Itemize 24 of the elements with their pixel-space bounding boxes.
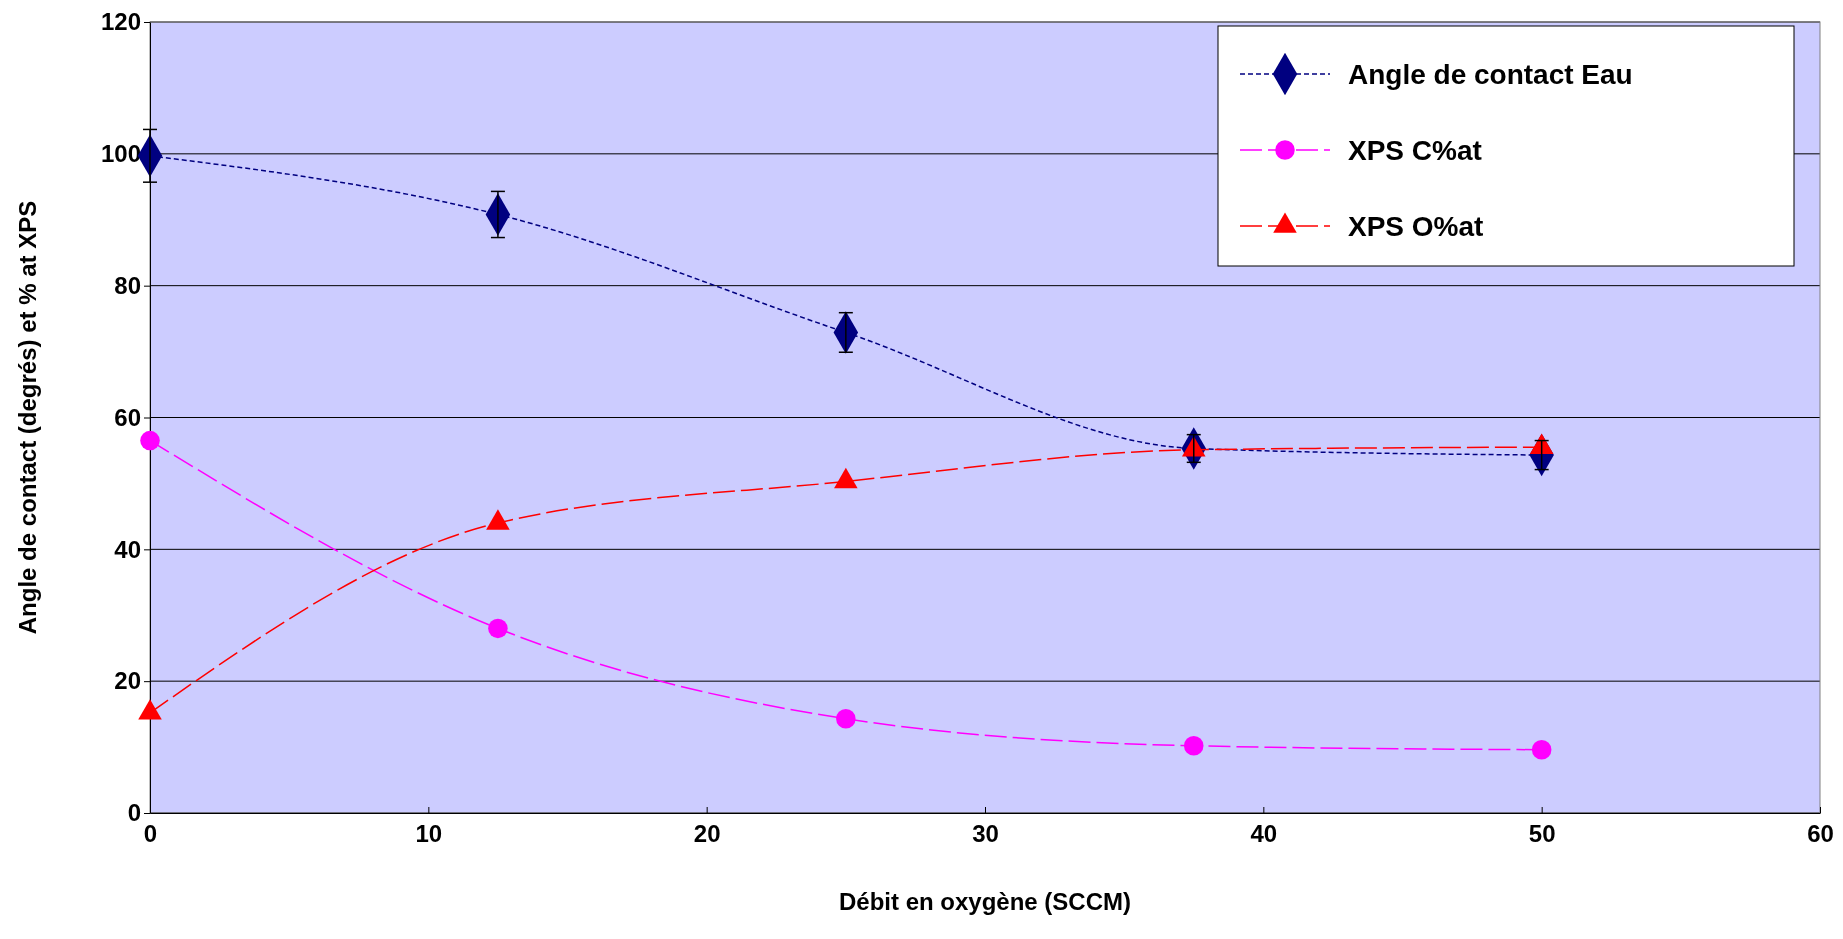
x-tick-label: 40: [1250, 820, 1278, 848]
x-tick-label: 10: [415, 820, 443, 848]
legend-label: Angle de contact Eau: [1348, 58, 1633, 90]
x-axis-title: Débit en oxygène (SCCM): [838, 888, 1132, 915]
point: [1531, 739, 1552, 760]
point: [1183, 736, 1204, 756]
legend-label: XPS C%at: [1348, 134, 1482, 166]
point: [488, 618, 508, 639]
point: [836, 708, 856, 729]
y-tick-label: 120: [100, 8, 141, 36]
y-tick-label: 60: [114, 403, 141, 431]
point: [140, 430, 160, 451]
y-tick-label: 80: [114, 271, 141, 299]
y-tick-label: 100: [100, 140, 141, 168]
y-tick-label: 20: [114, 667, 141, 695]
x-tick-label: 20: [693, 820, 721, 848]
y-tick-label: 40: [114, 535, 141, 563]
x-tick-label: 0: [143, 820, 158, 848]
x-tick-label: 60: [1807, 820, 1834, 848]
legend-label: XPS O%at: [1348, 210, 1484, 242]
x-tick-label: 30: [972, 820, 999, 848]
x-tick-label: 50: [1528, 820, 1556, 848]
y-tick-label: 0: [127, 799, 141, 827]
y-axis-title: Angle de contact (degrés) et % at XPS: [14, 200, 41, 635]
